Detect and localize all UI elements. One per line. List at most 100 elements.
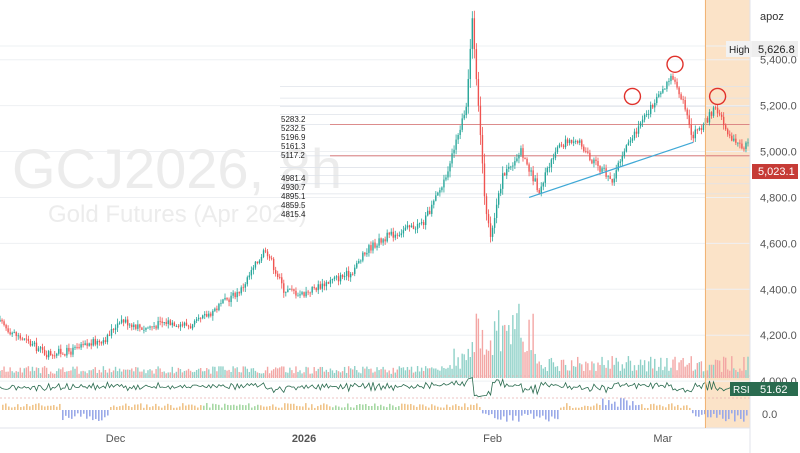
volume-bar bbox=[60, 369, 62, 378]
candle-body bbox=[662, 89, 664, 93]
candle-body bbox=[558, 144, 561, 148]
volume-bar bbox=[165, 373, 167, 378]
candle-body bbox=[33, 342, 36, 344]
volume-bar bbox=[17, 371, 19, 378]
candle-body bbox=[625, 145, 628, 152]
volume-bar bbox=[337, 371, 340, 378]
oscillator-bar bbox=[281, 407, 283, 410]
candle-body bbox=[108, 334, 111, 336]
oscillator-bar bbox=[275, 406, 277, 410]
oscillator-bar bbox=[698, 410, 700, 417]
candle-body bbox=[7, 328, 9, 333]
volume-bar bbox=[167, 372, 169, 378]
volume-bar bbox=[222, 366, 224, 378]
oscillator-bar bbox=[422, 404, 424, 410]
oscillator-bar bbox=[638, 404, 640, 410]
candle-body bbox=[485, 196, 488, 215]
candle-body bbox=[392, 231, 394, 238]
volume-bar bbox=[321, 366, 324, 378]
oscillator-bar bbox=[701, 410, 703, 415]
volume-bar bbox=[151, 370, 153, 378]
volume-bar bbox=[435, 368, 437, 378]
volume-bar bbox=[643, 360, 646, 378]
oscillator-bar bbox=[140, 403, 142, 410]
candle-body bbox=[420, 222, 423, 224]
oscillator-bar bbox=[656, 405, 658, 410]
volume-bar bbox=[524, 352, 526, 378]
oscillator-bar bbox=[629, 405, 631, 410]
volume-bar bbox=[733, 368, 735, 378]
candle-body bbox=[623, 151, 626, 157]
oscillator-bar bbox=[581, 406, 583, 410]
oscillator-bar bbox=[344, 407, 346, 410]
volume-bar bbox=[116, 371, 119, 378]
volume-bar bbox=[495, 330, 498, 378]
candle-body bbox=[349, 273, 352, 278]
candle-body bbox=[39, 347, 42, 349]
volume-bar bbox=[451, 368, 453, 378]
candle-body bbox=[137, 324, 139, 329]
candle-body bbox=[493, 217, 496, 228]
candle-body bbox=[495, 204, 498, 218]
volume-bar bbox=[264, 370, 267, 378]
candle-body bbox=[469, 48, 471, 80]
last-price-value: 5,023.1 bbox=[758, 166, 795, 178]
volume-bar bbox=[493, 321, 496, 378]
candle-body bbox=[520, 148, 522, 155]
trendline[interactable] bbox=[528, 141, 694, 199]
price-axis[interactable] bbox=[750, 0, 800, 453]
oscillator-bar bbox=[176, 407, 178, 410]
oscillator-bar bbox=[491, 410, 493, 415]
candle-body bbox=[354, 267, 356, 274]
candle-body bbox=[256, 261, 259, 264]
oscillator-bar bbox=[200, 405, 202, 410]
candle-body bbox=[15, 332, 17, 336]
volume-bar bbox=[536, 363, 538, 378]
volume-bar bbox=[461, 353, 463, 378]
volume-bar bbox=[35, 367, 38, 378]
volume-bar bbox=[550, 357, 553, 378]
volume-bar bbox=[199, 368, 202, 378]
candle-body bbox=[29, 341, 32, 346]
volume-bar bbox=[477, 318, 480, 378]
oscillator-bar bbox=[458, 405, 460, 410]
candle-body bbox=[372, 242, 374, 251]
candle-body bbox=[404, 227, 407, 231]
candle-body bbox=[556, 147, 559, 153]
volume-bar bbox=[388, 370, 390, 378]
volume-bar bbox=[402, 367, 405, 378]
oscillator-bar bbox=[650, 404, 652, 410]
volume-bar bbox=[568, 370, 571, 378]
pattern-circle[interactable] bbox=[708, 87, 727, 106]
oscillator-bar bbox=[350, 407, 352, 410]
oscillator-bar bbox=[506, 410, 508, 422]
pattern-circle[interactable] bbox=[623, 87, 642, 106]
volume-bar bbox=[647, 361, 650, 378]
oscillator-zero-label: 0.0 bbox=[762, 409, 777, 421]
oscillator-bar bbox=[26, 403, 28, 410]
oscillator-bar bbox=[476, 403, 478, 410]
volume-bar bbox=[613, 364, 615, 378]
volume-bar bbox=[3, 366, 5, 378]
volume-bar bbox=[352, 369, 354, 378]
oscillator-bar bbox=[584, 405, 586, 410]
volume-bar bbox=[589, 370, 591, 378]
high-label-box bbox=[726, 41, 752, 57]
candle-body bbox=[104, 340, 107, 343]
volume-bar bbox=[386, 372, 388, 378]
volume-bar bbox=[270, 370, 273, 378]
volume-bar bbox=[627, 356, 630, 378]
volume-bar bbox=[258, 373, 261, 378]
volume-bar bbox=[662, 370, 664, 378]
candle-body bbox=[489, 223, 492, 237]
candle-body bbox=[583, 146, 585, 152]
volume-bar bbox=[491, 355, 494, 378]
candle-body bbox=[716, 107, 719, 114]
candle-body bbox=[289, 288, 291, 290]
candle-body bbox=[368, 245, 370, 253]
pattern-circle[interactable] bbox=[666, 55, 684, 73]
price-tick-label: 5,000.0 bbox=[760, 147, 797, 159]
oscillator-bar bbox=[134, 404, 136, 410]
oscillator-bar bbox=[293, 403, 295, 410]
